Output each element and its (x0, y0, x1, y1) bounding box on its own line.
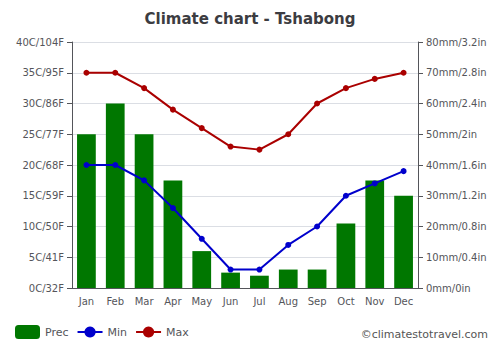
svg-text:5C/41F: 5C/41F (29, 252, 64, 263)
svg-text:40C/104F: 40C/104F (16, 37, 64, 48)
svg-text:Jul: Jul (252, 296, 265, 307)
svg-text:15C/59F: 15C/59F (22, 190, 64, 201)
svg-text:Min: Min (108, 326, 128, 339)
svg-text:Sep: Sep (308, 296, 327, 307)
svg-text:Max: Max (166, 326, 189, 339)
svg-text:0C/32F: 0C/32F (29, 283, 64, 294)
svg-text:50mm/2in: 50mm/2in (426, 129, 477, 140)
svg-text:10C/50F: 10C/50F (22, 221, 64, 232)
svg-text:Nov: Nov (365, 296, 385, 307)
svg-text:40mm/1.6in: 40mm/1.6in (426, 160, 487, 171)
svg-text:30mm/1.2in: 30mm/1.2in (426, 190, 487, 201)
svg-text:0mm/0in: 0mm/0in (426, 283, 471, 294)
svg-text:Aug: Aug (278, 296, 298, 307)
svg-text:60mm/2.4in: 60mm/2.4in (426, 98, 487, 109)
svg-text:May: May (191, 296, 212, 307)
svg-text:Climate chart - Tshabong: Climate chart - Tshabong (145, 10, 356, 28)
svg-text:25C/77F: 25C/77F (22, 129, 64, 140)
svg-text:20C/68F: 20C/68F (22, 160, 64, 171)
svg-text:Dec: Dec (394, 296, 413, 307)
svg-text:Feb: Feb (106, 296, 124, 307)
svg-text:Apr: Apr (164, 296, 182, 307)
svg-text:10mm/0.4in: 10mm/0.4in (426, 252, 487, 263)
svg-text:Mar: Mar (135, 296, 155, 307)
svg-text:Oct: Oct (337, 296, 354, 307)
svg-text:70mm/2.8in: 70mm/2.8in (426, 67, 487, 78)
svg-text:Prec: Prec (45, 326, 69, 339)
svg-text:80mm/3.2in: 80mm/3.2in (426, 37, 487, 48)
svg-text:30C/86F: 30C/86F (22, 98, 64, 109)
svg-text:©climatestotravel.com: ©climatestotravel.com (361, 328, 488, 341)
svg-text:20mm/0.8in: 20mm/0.8in (426, 221, 487, 232)
svg-text:Jan: Jan (78, 296, 94, 307)
svg-text:Jun: Jun (222, 296, 239, 307)
svg-text:35C/95F: 35C/95F (22, 67, 64, 78)
